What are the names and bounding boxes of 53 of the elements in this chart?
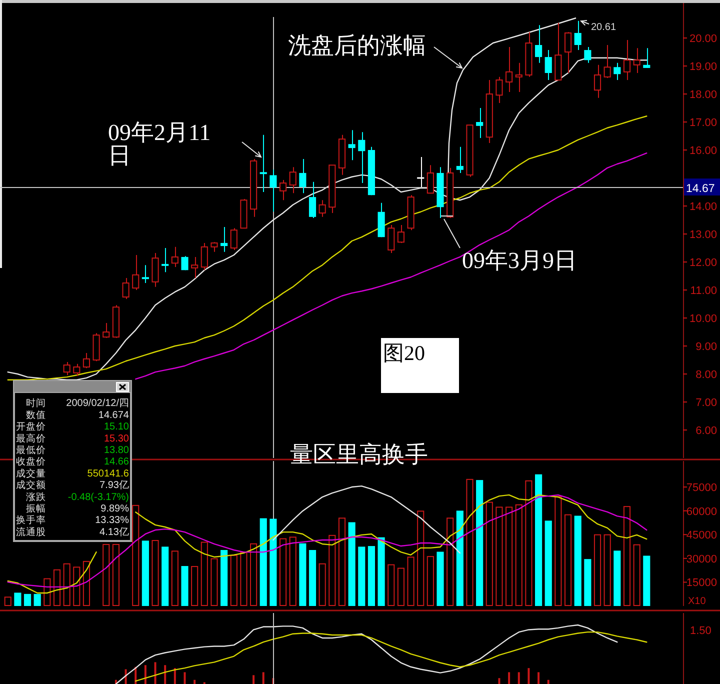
annotation: 13.80 [104, 445, 130, 456]
annotation: 9.89% [100, 504, 130, 514]
y-tick-label: 45000 [686, 530, 717, 542]
y-tick-label: 75000 [686, 482, 717, 494]
annotation: 成交量 [16, 467, 46, 480]
y-tick-label: 7.00 [696, 397, 717, 409]
ref-line-label: 14.67 [686, 183, 715, 195]
y-tick-label: 15000 [686, 577, 717, 590]
annotation: 涨跌 [26, 490, 46, 503]
annotation: 09年3月9日 [462, 248, 577, 273]
annotation: 20.61 [591, 22, 616, 33]
y-tick-label: 12.00 [689, 257, 717, 269]
y-tick-label: 17.00 [689, 117, 717, 129]
annotation: 开盘价 [16, 420, 46, 433]
y-tick-label: 16.00 [689, 145, 717, 157]
annotation: 最低价 [16, 444, 46, 456]
annotation: 收盘价 [16, 456, 46, 468]
annotation: 振幅 [26, 502, 46, 514]
y-tick-label: 30000 [686, 553, 717, 566]
y-tick-label: 60000 [686, 506, 717, 518]
annotation: 数值 [26, 410, 46, 421]
y-tick-label: 14.00 [689, 201, 717, 213]
annotation: 15.10 [104, 422, 130, 433]
y-tick-label: 19.00 [689, 61, 717, 73]
y-tick-label: 13.00 [689, 229, 717, 241]
y-tick-label: 10.00 [689, 313, 717, 325]
annotation: 4.13亿 [100, 526, 129, 538]
annotation: 最高价 [16, 432, 46, 444]
y-tick-label: 6.00 [696, 425, 717, 437]
annotation: 7.93亿 [100, 480, 129, 492]
annotation: 图20 [383, 341, 425, 365]
annotation: 时间 [26, 397, 46, 410]
annotation: 13.33% [95, 515, 130, 526]
annotation: X10 [688, 596, 706, 607]
y-tick-label: 20.00 [689, 33, 717, 45]
annotation: 图20 [381, 338, 459, 393]
y-tick-label: 8.00 [696, 369, 717, 381]
annotation: 09年2月11日 [108, 120, 211, 168]
annotation: 550141.6 [87, 468, 130, 480]
annotation: 洗盘后的涨幅 [288, 33, 426, 58]
annotation: 换手率 [16, 514, 46, 526]
annotation: 15.30 [104, 433, 130, 444]
annotation: 1.50 [690, 625, 712, 637]
y-tick-label: 18.00 [689, 89, 717, 101]
annotation: 14.674 [98, 410, 130, 421]
annotation: 2009/02/12/四 [66, 398, 129, 410]
annotation: 成交额 [16, 479, 46, 492]
y-tick-label: 9.00 [696, 341, 717, 353]
annotation: 流通股 [16, 526, 46, 538]
ref-line: 14.67 [0, 178, 720, 196]
annotation: 14.66 [104, 456, 130, 468]
annotation: -0.48(-3.17%) [68, 492, 129, 503]
y-tick-label: 11.00 [690, 285, 717, 297]
